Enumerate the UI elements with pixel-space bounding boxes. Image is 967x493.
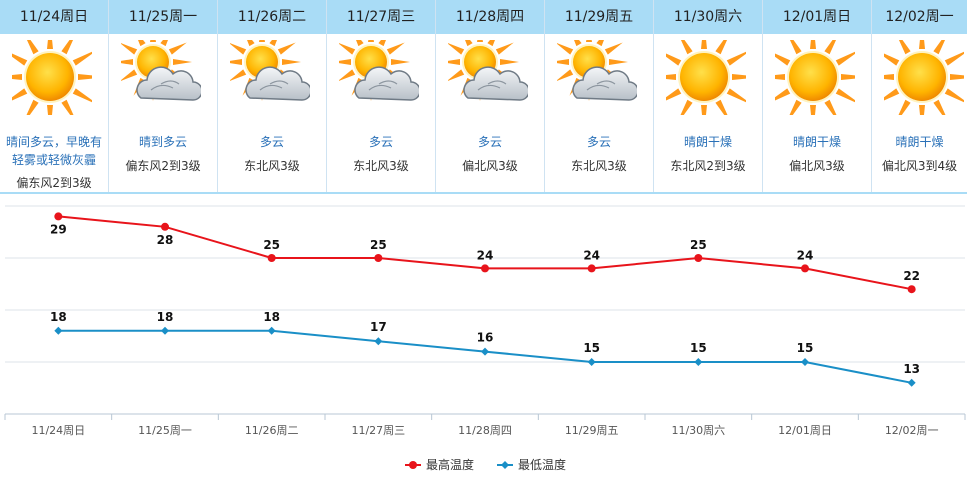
strip-divider (0, 192, 967, 194)
day-condition: 多云 (586, 135, 611, 149)
data-label: 24 (477, 248, 494, 262)
x-tick-label: 11/26周二 (245, 424, 299, 437)
day-date-label: 11/24周日 (0, 0, 108, 34)
data-label: 18 (157, 310, 174, 324)
data-label: 28 (157, 233, 174, 247)
data-point (907, 285, 916, 294)
day-condition: 多云 (259, 135, 284, 149)
day-wind: 偏北风3到4级 (881, 159, 958, 173)
data-label: 24 (797, 248, 814, 262)
day-wind: 东北风3级 (353, 159, 409, 173)
data-point (801, 264, 809, 273)
day-condition: 多云 (368, 135, 393, 149)
x-tick-label: 11/28周四 (458, 424, 512, 437)
forecast-day: 11/29周五 多云东北风3级 (545, 0, 654, 193)
day-condition: 晴朗干燥 (792, 135, 841, 149)
day-wind: 偏北风3级 (789, 159, 845, 173)
data-label: 15 (690, 341, 707, 355)
day-date-label: 12/02周一 (872, 0, 967, 34)
data-label: 25 (263, 238, 280, 252)
data-label: 18 (263, 310, 280, 324)
data-label: 24 (583, 248, 600, 262)
forecast-day: 12/01周日晴朗干燥偏北风3级 (763, 0, 872, 193)
forecast-day: 11/28周四 多云偏北风3级 (436, 0, 545, 193)
day-date-label: 12/01周日 (763, 0, 871, 34)
data-label: 16 (477, 331, 494, 345)
forecast-day: 11/25周一 晴到多云偏东风2到3级 (109, 0, 218, 193)
day-date-label: 11/27周三 (327, 0, 435, 34)
forecast-strip: 11/24周日 晴间多云，早晚有轻雾或轻微灰霾 偏东风2到3级 11/25周一 晴到多… (0, 0, 967, 193)
data-point (801, 358, 809, 366)
day-wind: 东北风2到3级 (670, 159, 746, 173)
data-point (161, 326, 169, 335)
x-tick-label: 12/02周一 (885, 424, 939, 437)
data-point (54, 212, 63, 221)
x-tick-label: 12/01周日 (778, 424, 832, 437)
temperature-chart: 11/24周日 11/25周一 11/26周二 11/27周三 11/28周四 11/29… (4, 205, 966, 472)
data-label: 18 (50, 310, 67, 324)
data-label: 29 (50, 222, 67, 236)
day-condition: 多云 (477, 135, 502, 149)
data-point (267, 254, 276, 262)
day-wind: 东北风3级 (244, 159, 300, 173)
data-point (161, 222, 169, 231)
sun-cloud-icon (339, 40, 419, 101)
x-tick-label: 11/25周一 (138, 424, 192, 437)
data-point (587, 358, 596, 366)
day-wind: 偏东风2到3级 (16, 176, 92, 190)
day-wind: 东北风3级 (571, 159, 627, 173)
data-point (374, 254, 383, 262)
data-label: 17 (370, 320, 387, 334)
data-point (54, 326, 63, 335)
data-point (481, 264, 489, 273)
legend-label: 最低温度 (518, 457, 566, 472)
forecast-day: 11/30周六晴朗干燥东北风2到3级 (654, 0, 763, 193)
day-date-label: 11/25周一 (109, 0, 217, 34)
data-label: 22 (903, 269, 920, 283)
sun-icon (775, 40, 855, 115)
sun-cloud-icon (448, 40, 528, 101)
data-point (587, 264, 596, 273)
sun-icon (666, 40, 746, 115)
sun-cloud-icon (121, 40, 201, 101)
day-condition: 晴到多云 (138, 135, 187, 149)
legend-marker (409, 461, 417, 469)
legend-marker (501, 461, 509, 469)
x-tick-label: 11/30周六 (671, 424, 725, 437)
sun-cloud-icon (557, 40, 637, 101)
day-date-label: 11/26周二 (218, 0, 326, 34)
day-condition: 晴朗干燥 (683, 135, 732, 149)
day-condition: 晴朗干燥 (895, 135, 944, 149)
data-point (481, 347, 489, 356)
x-tick-label: 11/27周三 (351, 424, 405, 437)
x-tick-label: 11/29周五 (565, 424, 619, 437)
data-point (374, 337, 383, 346)
data-point (694, 254, 703, 262)
day-date-label: 11/30周六 (654, 0, 762, 34)
day-date-label: 11/29周五 (545, 0, 653, 34)
data-label: 25 (690, 238, 707, 252)
data-label: 13 (903, 362, 920, 376)
data-point (694, 358, 703, 366)
sun-icon (12, 40, 92, 115)
day-date-label: 11/28周四 (436, 0, 544, 34)
day-wind: 偏北风3级 (462, 159, 518, 173)
sun-icon (884, 40, 964, 115)
forecast-day: 12/02周一晴朗干燥偏北风3到4级 (872, 0, 967, 193)
day-wind: 偏东风2到3级 (125, 159, 201, 173)
forecast-day: 11/26周二 多云东北风3级 (218, 0, 327, 193)
x-tick-label: 11/24周日 (31, 424, 85, 437)
data-point (267, 326, 276, 335)
data-label: 15 (797, 341, 814, 355)
sun-cloud-icon (230, 40, 310, 101)
data-label: 25 (370, 238, 387, 252)
legend-label: 最高温度 (426, 457, 474, 472)
forecast-day: 11/27周三 多云东北风3级 (327, 0, 436, 193)
data-point (907, 378, 916, 387)
day-condition: 晴间多云，早晚有轻雾或轻微灰霾 (6, 135, 103, 167)
data-label: 15 (583, 341, 600, 355)
forecast-day: 11/24周日 晴间多云，早晚有轻雾或轻微灰霾偏东风2到3级 (0, 0, 109, 193)
